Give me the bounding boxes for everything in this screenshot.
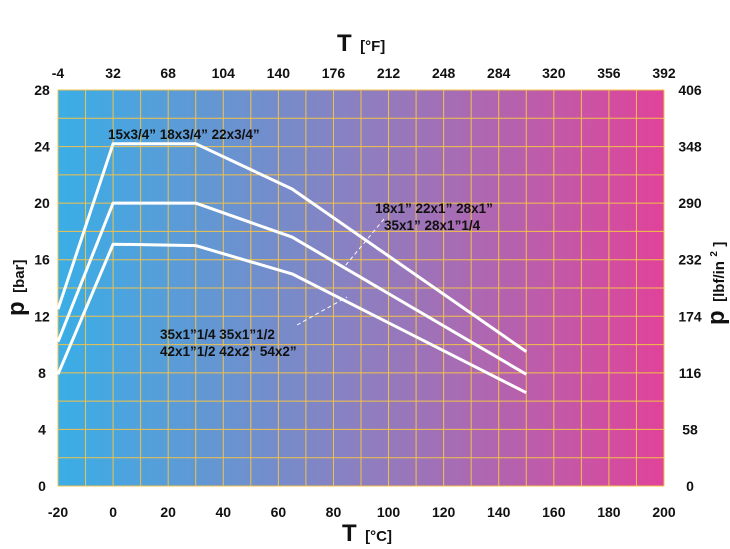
x-top-tick-label: 140 xyxy=(267,65,291,81)
x-tick-label: 0 xyxy=(109,504,117,520)
x-axis-top: -4 32 68 104 140 176 212 248 284 320 356 392 xyxy=(52,65,676,81)
series-line-2 xyxy=(56,201,528,376)
x-tick-label: 200 xyxy=(652,504,676,520)
x-tick-label: 100 xyxy=(377,504,401,520)
x-top-tick-label: 320 xyxy=(542,65,566,81)
x-top-tick-label: 176 xyxy=(322,65,346,81)
x-tick-label: -20 xyxy=(48,504,68,520)
y-axis-title: p [bar] xyxy=(3,260,30,316)
y-tick-label: 28 xyxy=(34,82,50,98)
y-right-tick-label: 232 xyxy=(678,252,702,268)
y-right-axis-title-sup: 2 xyxy=(709,251,720,257)
x-top-tick-label: 392 xyxy=(652,65,676,81)
x-top-tick-label: 104 xyxy=(212,65,236,81)
series-line-1 xyxy=(56,142,528,353)
y-right-tick-label: 174 xyxy=(678,308,702,324)
y-right-tick-label: 290 xyxy=(678,195,702,211)
x-top-tick-label: -4 xyxy=(52,65,65,81)
x-top-tick-label: 356 xyxy=(597,65,621,81)
x-top-tick-label: 248 xyxy=(432,65,456,81)
y-right-axis-title-main: p xyxy=(703,310,730,325)
y-tick-label: 4 xyxy=(38,421,46,437)
y-right-tick-label: 348 xyxy=(678,139,702,155)
annotation-bottom-line1: 35x1”1/4 35x1”1/2 xyxy=(160,327,275,342)
y-right-tick-label: 58 xyxy=(682,421,698,437)
y-right-tick-label: 116 xyxy=(679,365,702,381)
annotation-middle-line1: 18x1” 22x1” 28x1” xyxy=(375,201,493,216)
series-line-3 xyxy=(56,242,527,395)
x-tick-label: 20 xyxy=(160,504,176,520)
y-tick-label: 20 xyxy=(34,195,50,211)
x-tick-label: 40 xyxy=(215,504,231,520)
leader-line-bottom xyxy=(296,296,348,326)
x-top-tick-label: 68 xyxy=(160,65,176,81)
grid xyxy=(57,89,665,487)
annotation-bottom-line2: 42x1”1/2 42x2” 54x2” xyxy=(160,344,297,359)
x-axis-title-unit: [°C] xyxy=(365,528,392,545)
x-top-axis-title-unit: [°F] xyxy=(360,38,385,55)
leader-lines xyxy=(296,218,385,326)
y-right-tick-label: 406 xyxy=(678,82,702,98)
y-right-axis-title: p [lbf/in 2 ] xyxy=(703,242,730,325)
y-tick-label: 12 xyxy=(34,308,50,324)
annotation-top: 15x3/4” 18x3/4” 22x3/4” xyxy=(108,127,260,142)
leader-line-middle xyxy=(344,218,385,267)
y-right-axis-title-close: ] xyxy=(711,242,728,247)
y-axis-left: 0 4 8 12 16 20 24 28 xyxy=(34,82,50,494)
y-tick-label: 16 xyxy=(34,252,50,268)
annotation-middle-line2: 35x1” 28x1”1/4 xyxy=(384,218,481,233)
x-tick-label: 120 xyxy=(432,504,456,520)
x-top-tick-label: 212 xyxy=(377,65,401,81)
x-tick-label: 80 xyxy=(326,504,342,520)
y-axis-right: 0 58 116 174 232 290 348 406 xyxy=(678,82,702,494)
y-right-tick-label: 0 xyxy=(686,478,694,494)
x-axis-bottom: -20 0 20 40 60 80 100 120 140 160 180 200 xyxy=(48,504,676,520)
y-right-axis-title-unit: [lbf/in xyxy=(711,261,728,302)
x-top-tick-label: 32 xyxy=(105,65,121,81)
y-tick-label: 0 xyxy=(38,478,46,494)
x-tick-label: 60 xyxy=(271,504,287,520)
x-tick-label: 160 xyxy=(542,504,566,520)
x-top-axis-title: T [°F] xyxy=(337,30,385,57)
x-top-axis-title-main: T xyxy=(337,30,352,57)
series-group xyxy=(56,142,528,395)
x-tick-label: 140 xyxy=(487,504,511,520)
x-axis-title-main: T xyxy=(342,520,357,547)
y-axis-title-unit: [bar] xyxy=(11,260,28,293)
x-tick-label: 180 xyxy=(597,504,621,520)
y-axis-title-main: p xyxy=(3,301,30,316)
x-top-tick-label: 284 xyxy=(487,65,511,81)
y-tick-label: 24 xyxy=(34,139,50,155)
x-axis-title: T [°C] xyxy=(342,520,392,547)
y-tick-label: 8 xyxy=(38,365,46,381)
